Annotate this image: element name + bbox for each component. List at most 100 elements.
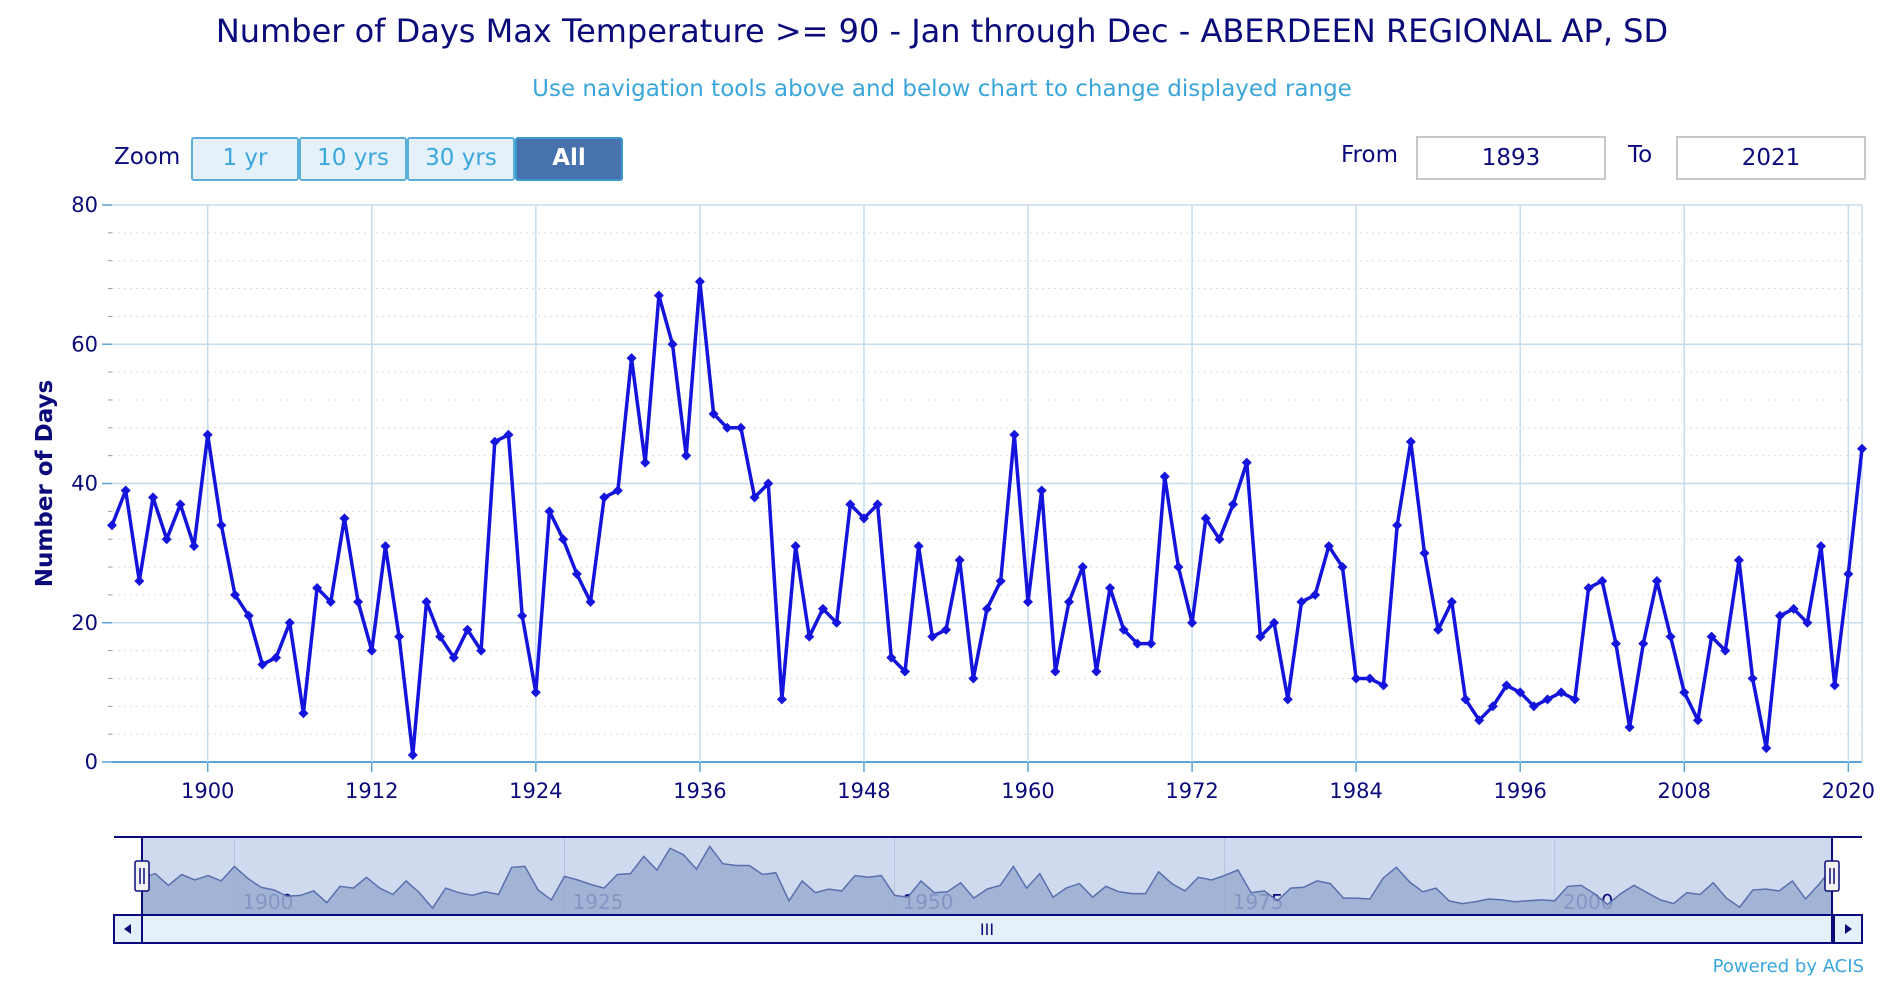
data-point-1950[interactable]	[886, 652, 897, 663]
data-point-1989[interactable]	[1419, 548, 1430, 559]
data-point-1909[interactable]	[325, 596, 336, 607]
data-point-1971[interactable]	[1173, 562, 1184, 573]
data-point-1924[interactable]	[530, 687, 541, 698]
data-point-2007[interactable]	[1665, 631, 1676, 642]
data-point-1994[interactable]	[1487, 701, 1498, 712]
data-point-1982[interactable]	[1323, 541, 1334, 552]
data-point-1990[interactable]	[1433, 624, 1444, 635]
data-point-1998[interactable]	[1542, 694, 1553, 705]
data-point-1966[interactable]	[1105, 582, 1116, 593]
data-point-1910[interactable]	[339, 513, 350, 524]
data-point-1984[interactable]	[1351, 673, 1362, 684]
data-point-1915[interactable]	[407, 750, 418, 761]
data-point-1967[interactable]	[1118, 624, 1129, 635]
data-point-2014[interactable]	[1761, 743, 1772, 754]
data-point-2000[interactable]	[1569, 694, 1580, 705]
data-point-1925[interactable]	[544, 506, 555, 517]
data-point-2021[interactable]	[1857, 443, 1867, 454]
data-point-1954[interactable]	[940, 624, 951, 635]
zoom-all-button[interactable]: All	[515, 137, 623, 181]
data-point-1895[interactable]	[134, 575, 145, 586]
data-point-1999[interactable]	[1556, 687, 1567, 698]
data-point-1907[interactable]	[298, 708, 309, 719]
data-point-2018[interactable]	[1815, 541, 1826, 552]
data-point-1957[interactable]	[982, 603, 992, 614]
data-point-1979[interactable]	[1282, 694, 1293, 705]
data-point-1943[interactable]	[790, 541, 801, 552]
data-point-1983[interactable]	[1337, 562, 1348, 573]
data-point-1942[interactable]	[776, 694, 787, 705]
data-point-1987[interactable]	[1392, 520, 1403, 531]
data-point-1899[interactable]	[189, 541, 200, 552]
data-point-1975[interactable]	[1228, 499, 1239, 510]
data-point-1905[interactable]	[271, 652, 282, 663]
data-point-1920[interactable]	[476, 645, 487, 656]
data-point-1985[interactable]	[1364, 673, 1375, 684]
data-point-1916[interactable]	[421, 596, 432, 607]
data-point-1928[interactable]	[585, 596, 596, 607]
data-point-1913[interactable]	[380, 541, 391, 552]
zoom-10yrs-button[interactable]: 10 yrs	[299, 137, 407, 181]
data-point-1939[interactable]	[735, 422, 746, 433]
data-point-1996[interactable]	[1515, 687, 1526, 698]
data-point-2013[interactable]	[1747, 673, 1758, 684]
data-point-1900[interactable]	[202, 429, 213, 440]
data-point-1921[interactable]	[489, 436, 500, 447]
data-point-1906[interactable]	[284, 617, 295, 628]
data-point-1995[interactable]	[1501, 680, 1512, 691]
from-year-input[interactable]	[1416, 136, 1606, 180]
data-point-1908[interactable]	[312, 582, 323, 593]
data-point-1993[interactable]	[1474, 715, 1485, 726]
data-point-1959[interactable]	[1009, 429, 1020, 440]
data-point-1978[interactable]	[1269, 617, 1280, 628]
data-point-1901[interactable]	[216, 520, 227, 531]
data-point-1953[interactable]	[927, 631, 938, 642]
data-point-1936[interactable]	[694, 276, 705, 287]
data-point-1988[interactable]	[1405, 436, 1416, 447]
data-point-1992[interactable]	[1460, 694, 1471, 705]
data-point-1902[interactable]	[230, 589, 241, 600]
data-point-1937[interactable]	[708, 408, 719, 419]
data-point-1935[interactable]	[681, 450, 692, 461]
data-point-1893[interactable]	[107, 520, 117, 531]
data-point-2020[interactable]	[1843, 569, 1854, 580]
data-point-1970[interactable]	[1159, 471, 1170, 482]
data-point-1956[interactable]	[968, 673, 979, 684]
data-point-1903[interactable]	[243, 610, 254, 621]
data-point-1932[interactable]	[640, 457, 651, 468]
data-point-1911[interactable]	[353, 596, 364, 607]
data-point-1930[interactable]	[612, 485, 623, 496]
data-point-2015[interactable]	[1774, 610, 1785, 621]
data-point-1931[interactable]	[626, 353, 637, 364]
data-point-1986[interactable]	[1378, 680, 1389, 691]
data-point-1933[interactable]	[653, 290, 664, 301]
data-point-2019[interactable]	[1829, 680, 1840, 691]
data-point-2017[interactable]	[1802, 617, 1813, 628]
data-point-1944[interactable]	[804, 631, 815, 642]
data-point-1973[interactable]	[1200, 513, 1211, 524]
data-point-1960[interactable]	[1023, 596, 1034, 607]
scrollbar-thumb[interactable]	[141, 914, 1833, 944]
handle-body[interactable]	[1824, 860, 1840, 892]
data-point-1917[interactable]	[435, 631, 446, 642]
zoom-30yrs-button[interactable]: 30 yrs	[407, 137, 515, 181]
data-point-1997[interactable]	[1528, 701, 1539, 712]
data-point-1946[interactable]	[831, 617, 842, 628]
data-point-1961[interactable]	[1036, 485, 1047, 496]
data-point-1914[interactable]	[394, 631, 405, 642]
data-point-1952[interactable]	[913, 541, 924, 552]
data-point-1969[interactable]	[1146, 638, 1157, 649]
data-point-1968[interactable]	[1132, 638, 1143, 649]
data-point-1955[interactable]	[954, 555, 965, 566]
data-point-1949[interactable]	[872, 499, 883, 510]
data-point-1896[interactable]	[148, 492, 159, 503]
data-point-1941[interactable]	[763, 478, 774, 489]
data-point-2009[interactable]	[1692, 715, 1703, 726]
data-point-2016[interactable]	[1788, 603, 1799, 614]
data-point-1947[interactable]	[845, 499, 856, 510]
data-point-1919[interactable]	[462, 624, 473, 635]
powered-by-credit[interactable]: Powered by ACIS	[1712, 956, 1864, 977]
data-point-2003[interactable]	[1610, 638, 1621, 649]
data-point-2006[interactable]	[1651, 575, 1662, 586]
data-point-1976[interactable]	[1241, 457, 1252, 468]
